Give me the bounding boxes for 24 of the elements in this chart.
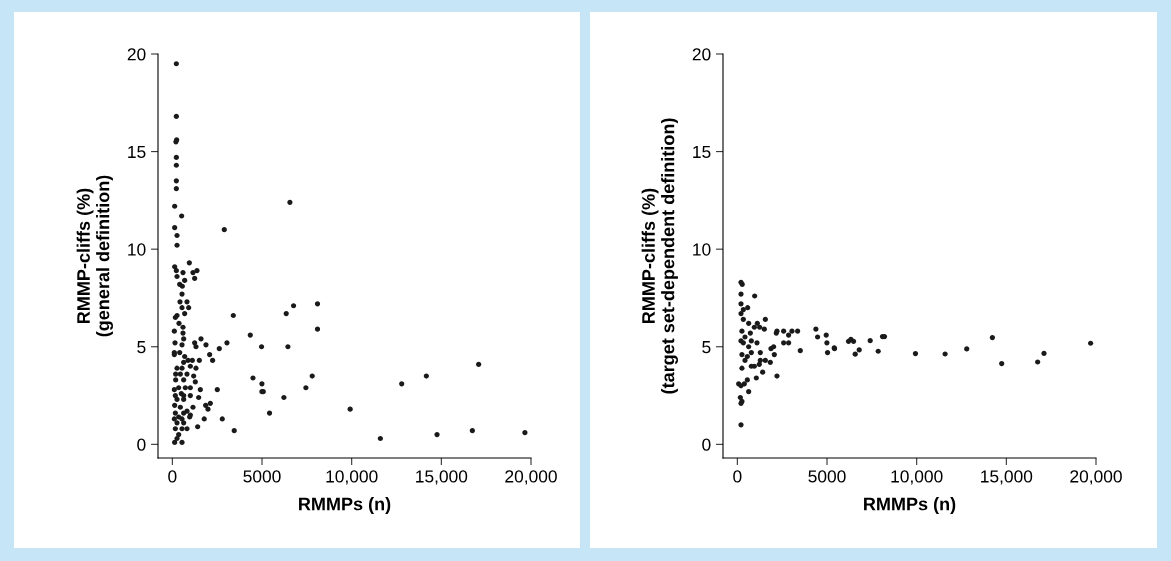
x-tick-label: 15,000 xyxy=(416,470,468,485)
x-tick-label: 10,000 xyxy=(891,470,943,485)
y-tick-label: 5 xyxy=(702,341,711,354)
y-tick-label: 20 xyxy=(127,48,146,61)
y-tick-label: 20 xyxy=(692,48,711,61)
y-tick-label: 10 xyxy=(128,243,146,256)
y-tick-label: 5 xyxy=(137,341,146,354)
y-tick-label: 0 xyxy=(137,438,146,451)
x-tick-label: 20,000 xyxy=(1070,470,1122,485)
x-tick-label: 10,000 xyxy=(326,470,378,485)
y-tick-label: 15 xyxy=(693,145,711,159)
y-tick-label: 10 xyxy=(693,243,711,256)
x-tick-label: 5000 xyxy=(808,470,846,483)
y-tick-label: 15 xyxy=(128,145,146,159)
x-tick-label: 20,000 xyxy=(505,470,557,485)
y-axis-title: RMMP-cliffs (%) (general definition) xyxy=(76,175,113,337)
x-tick-label: 0 xyxy=(733,470,742,483)
y-tick-label: 0 xyxy=(702,438,711,451)
x-tick-label: 0 xyxy=(168,470,177,483)
x-axis-title: RMMPs (n) xyxy=(299,497,391,514)
x-tick-label: 5000 xyxy=(243,470,281,483)
x-axis-title: RMMPs (n) xyxy=(864,497,956,514)
y-axis-title: RMMP-cliffs (%) (target set-dependent definition) xyxy=(641,118,678,394)
x-tick-label: 15,000 xyxy=(981,470,1033,485)
